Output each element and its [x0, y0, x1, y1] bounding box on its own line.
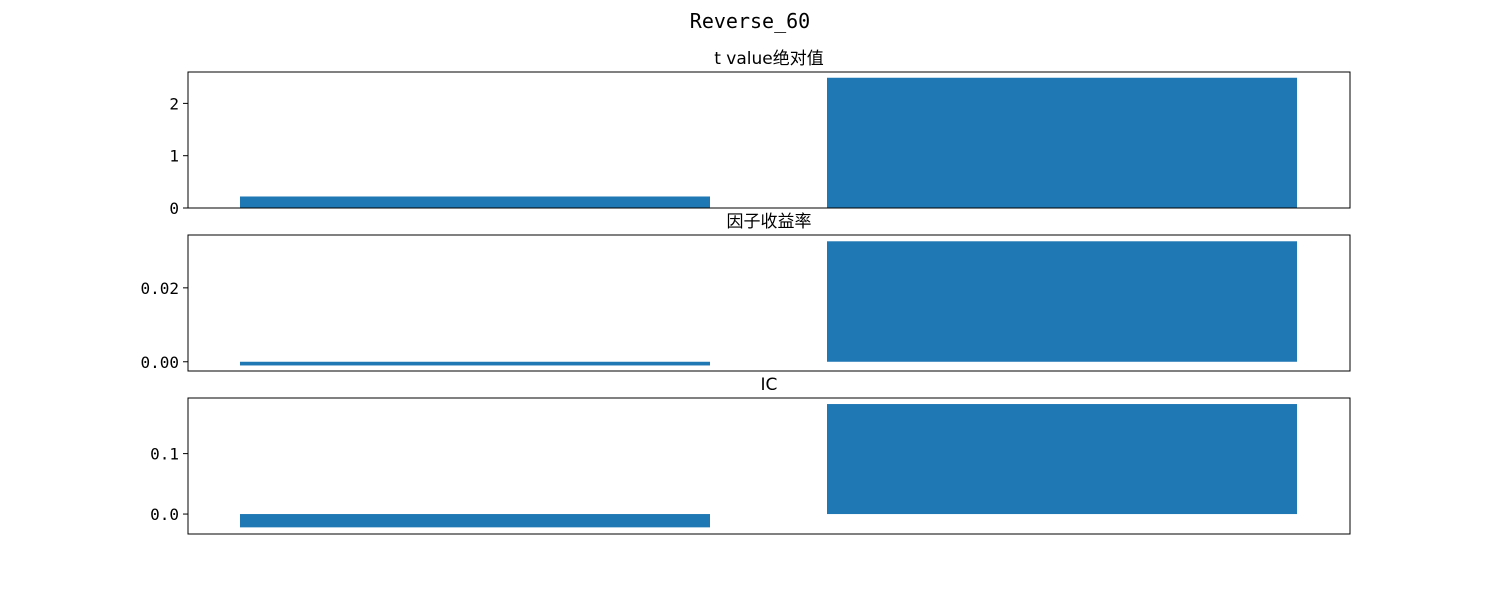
y-tick-label: 0.02	[140, 279, 179, 298]
bar	[240, 361, 710, 366]
y-tick-label: 0.1	[150, 445, 179, 464]
subplot-title: IC	[761, 375, 778, 395]
axes-frame	[187, 71, 1351, 209]
subplot-2: 因子收益率 0.00 0.02	[140, 212, 1351, 372]
axes-frame	[187, 397, 1351, 535]
y-tick-label: 2	[169, 94, 179, 113]
y-tick-label: 0	[169, 199, 179, 218]
y-tick-label: 1	[169, 147, 179, 166]
y-tick-label: 0.00	[140, 353, 179, 372]
bar	[240, 514, 710, 528]
bar	[827, 404, 1297, 515]
bar	[827, 241, 1297, 362]
subplot-1: t value绝对值 0 1 2	[169, 49, 1351, 218]
subplot-title: t value绝对值	[714, 49, 824, 69]
subplot-title: 因子收益率	[727, 212, 812, 232]
subplot-3: IC 0.0 0.1	[150, 375, 1351, 535]
bar	[827, 77, 1297, 208]
figure-title: Reverse_60	[690, 9, 810, 33]
axes-frame	[187, 234, 1351, 372]
y-tick-label: 0.0	[150, 505, 179, 524]
bar	[240, 196, 710, 208]
